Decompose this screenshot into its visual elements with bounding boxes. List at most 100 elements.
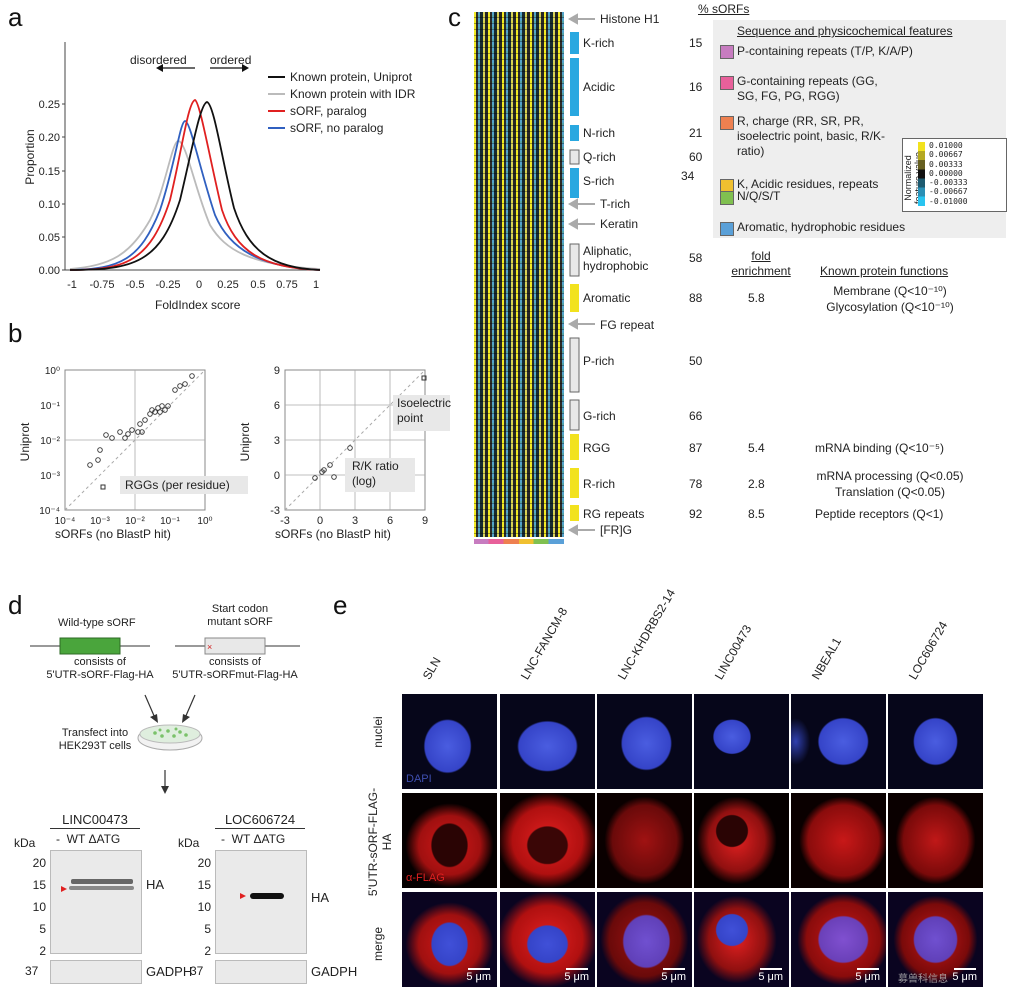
feature-swatch-5 — [720, 191, 734, 205]
svg-text:×: × — [207, 642, 212, 652]
micro-nuclei-nbeal1 — [791, 694, 886, 789]
color-scale-bar — [918, 142, 925, 206]
feature-swatch-2 — [720, 76, 734, 90]
blot1-band — [71, 879, 133, 884]
micro-merge-loc606724: 5 μm 募兽科信息 — [888, 892, 983, 987]
feature-label-1: P-containing repeats (T/P, K/A/P) — [737, 44, 913, 58]
svg-text:-0.75: -0.75 — [89, 279, 114, 291]
heatmap — [474, 12, 564, 537]
fold-aromatic: 5.8 — [748, 291, 765, 305]
panel-label-b: b — [8, 318, 23, 348]
func-r-rich-1: mRNA processing (Q<0.05) — [816, 469, 964, 483]
blot2-gadph-label: GADPH — [311, 964, 358, 979]
scale-bar: 5 μm — [466, 968, 491, 983]
micro-flag-nbeal1 — [791, 793, 886, 888]
feature-swatch-3 — [720, 116, 734, 130]
aflag-label: α-FLAG — [406, 872, 445, 884]
svg-text:-0.25: -0.25 — [155, 279, 180, 291]
panel-a-legend-2: Known protein with IDR — [290, 87, 416, 101]
blot1-membrane — [50, 850, 142, 954]
mut-title-1: Start codon — [211, 603, 269, 615]
func-rgg-1: mRNA binding (Q<10⁻⁵) — [815, 441, 945, 455]
cluster-aromatic: Aromatic — [583, 291, 631, 305]
panel-b-left-ylabel: Uniprot — [18, 422, 32, 462]
svg-text:3: 3 — [274, 435, 280, 447]
cluster-p-rich: P-rich — [583, 354, 615, 368]
color-scale-values: 0.01000 0.00667 0.00333 0.00000 -0.00333 -0.0… — [929, 141, 968, 206]
transfect-2: HEK293T cells — [58, 740, 132, 752]
blot2-gadph-membrane — [215, 960, 307, 984]
heatmap-feature-color-bar — [474, 539, 564, 544]
blot2-membrane — [215, 850, 307, 954]
micro-nuclei-linc00473 — [694, 694, 789, 789]
cluster-fr-g: [FR]G — [600, 523, 632, 537]
fold-r-rich: 2.8 — [748, 477, 765, 491]
svg-text:10⁻²: 10⁻² — [40, 436, 60, 447]
pct-aliphatic: 58 — [689, 251, 703, 265]
micro-merge-nbeal1: 5 μm — [791, 892, 886, 987]
func-rg-repeats-1: Peptide receptors (Q<1) — [815, 507, 944, 521]
blot1-red-arrowhead — [61, 886, 67, 892]
fold-rgg: 5.4 — [748, 441, 765, 455]
scale-bar: 5 μm — [758, 968, 783, 983]
known-functions-header: Known protein functions — [820, 264, 949, 278]
cluster-rg-repeats: RG repeats — [583, 507, 645, 521]
mut-title-2: mutant sORF — [207, 616, 273, 628]
pct-g-rich: 66 — [689, 409, 703, 423]
scale-bar: 5 μm — [564, 968, 589, 983]
panel-b-right-ylabel: Uniprot — [238, 422, 252, 462]
svg-text:10⁻³: 10⁻³ — [90, 516, 110, 527]
cluster-t-rich: T-rich — [600, 197, 630, 211]
col-header-nbeal1: NBEAL1 — [808, 635, 845, 682]
blot1-title: LINC00473 — [62, 812, 128, 827]
panel-label-e: e — [333, 590, 348, 620]
svg-text:10⁻¹: 10⁻¹ — [40, 401, 60, 412]
dapi-label: DAPI — [406, 773, 432, 785]
feature-label-5: N/Q/S/T — [737, 189, 781, 203]
svg-text:10⁻⁴: 10⁻⁴ — [55, 516, 76, 527]
fold-rg-repeats: 8.5 — [748, 507, 765, 521]
svg-text:10⁻²: 10⁻² — [125, 516, 145, 527]
micro-nuclei-lnc-khdrbs2-14 — [597, 694, 692, 789]
row-label-merge: merge — [371, 927, 385, 962]
panel-a-xlabel: FoldIndex score — [155, 298, 241, 312]
svg-text:3: 3 — [352, 515, 358, 527]
panel-a-legend-4: sORF, no paralog — [290, 121, 384, 135]
pct-p-rich: 50 — [689, 354, 703, 368]
svg-text:1: 1 — [313, 279, 319, 291]
pct-aromatic: 88 — [689, 291, 703, 305]
micro-flag-lnc-fancm-8 — [500, 793, 595, 888]
panel-b-left-xlabel: sORFs (no BlastP hit) — [55, 527, 171, 541]
func-r-rich-2: Translation (Q<0.05) — [835, 485, 945, 499]
blot1-marker-37: 37 — [25, 964, 39, 978]
blot1-ha-label: HA — [146, 877, 165, 892]
micro-nuclei-lnc-fancm-8 — [500, 694, 595, 789]
col-header-lnc-fancm-8: LNC-FANCM-8 — [517, 605, 571, 682]
micro-flag-loc606724 — [888, 793, 983, 888]
svg-text:6: 6 — [274, 400, 280, 412]
func-aromatic-2: Glycosylation (Q<10⁻¹⁰) — [826, 300, 954, 314]
micro-flag-lnc-khdrbs2-14 — [597, 793, 692, 888]
cluster-r-rich: R-rich — [583, 477, 615, 491]
cluster-s-rich: S-rich — [583, 174, 615, 188]
svg-text:0.05: 0.05 — [39, 232, 60, 244]
mut-desc-1: consists of — [209, 656, 261, 668]
blot2-kda: kDa — [178, 836, 200, 850]
pct-k-rich: 15 — [689, 36, 703, 50]
pct-n-rich: 21 — [689, 126, 703, 140]
svg-text:0.25: 0.25 — [217, 279, 238, 291]
svg-text:10⁰: 10⁰ — [45, 366, 60, 377]
svg-text:-3: -3 — [270, 505, 280, 517]
fold-enrichment-header: fold enrichment — [731, 249, 791, 278]
scale-bar: 5 μm — [952, 968, 977, 983]
feature-label-2: G-containing repeats (GG, SG, FG, PG, RG… — [737, 74, 878, 103]
panel-b-isoelectric-annotation: Isoelectric point — [397, 396, 452, 425]
cluster-aliphatic: Aliphatic, hydrophobic — [583, 244, 649, 273]
features-title: Sequence and physicochemical features — [737, 24, 953, 38]
micro-nuclei-sln: DAPI — [402, 694, 497, 789]
scale-bar: 5 μm — [855, 968, 880, 983]
pct-s-rich: 34 — [681, 169, 695, 183]
cluster-keratin: Keratin — [600, 217, 639, 231]
micro-merge-linc00473: 5 μm — [694, 892, 789, 987]
pct-rgg: 87 — [689, 441, 703, 455]
